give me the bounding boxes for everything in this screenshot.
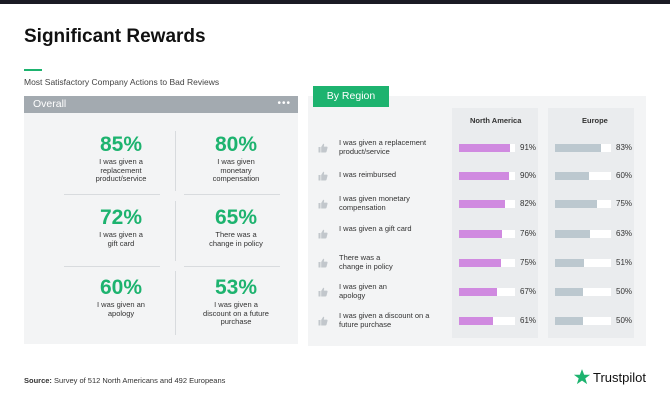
north-america-bar xyxy=(459,317,494,325)
region-row: I was given an apology xyxy=(312,279,642,305)
overall-header: Overall ••• xyxy=(24,96,298,113)
thumbs-up-icon xyxy=(318,229,328,239)
north-america-value-label: 61% xyxy=(520,316,537,325)
category-label: I was given a replacement product/servic… xyxy=(339,138,427,156)
stat-percent: 65% xyxy=(214,206,258,229)
stat-description: I was given an apology xyxy=(97,300,145,318)
divider xyxy=(175,201,176,261)
north-america-bar xyxy=(459,259,501,267)
thumbs-up-icon xyxy=(318,287,328,297)
europe-bar xyxy=(555,259,584,267)
region-row: I was given a gift card xyxy=(312,221,642,247)
category-label: I was given a discount on a future purch… xyxy=(339,311,430,329)
north-america-value-label: 75% xyxy=(520,258,537,267)
stat-percent: 72% xyxy=(99,206,143,229)
europe-value-label: 50% xyxy=(616,287,633,296)
europe-value-label: 83% xyxy=(616,143,633,152)
stat-description: I was given a replacement product/servic… xyxy=(95,157,147,184)
overall-stat: 80% I was given monetary compensation xyxy=(178,134,294,184)
category-label: I was given a gift card xyxy=(339,224,412,233)
overall-stat: 85% I was given a replacement product/se… xyxy=(63,134,179,184)
divider xyxy=(64,194,160,195)
thumbs-up-icon xyxy=(318,171,328,181)
stat-description: I was given a gift card xyxy=(99,230,143,248)
stat-percent: 80% xyxy=(214,133,258,156)
category-label: I was given monetary compensation xyxy=(339,194,410,212)
region-row: I was reimbursed xyxy=(312,163,642,189)
divider xyxy=(175,131,176,191)
region-row: I was given a discount on a future purch… xyxy=(312,308,642,334)
region-row: I was given a replacement product/servic… xyxy=(312,135,642,161)
north-america-bar xyxy=(459,172,510,180)
region-tab[interactable]: By Region xyxy=(313,86,389,107)
source-text: Survey of 512 North Americans and 492 Eu… xyxy=(51,376,226,385)
europe-bar xyxy=(555,144,602,152)
divider xyxy=(175,271,176,335)
north-america-bar xyxy=(459,288,497,296)
top-bar xyxy=(0,0,670,4)
europe-bar xyxy=(555,230,591,238)
source-label: Source: xyxy=(24,376,52,385)
thumbs-up-icon xyxy=(318,143,328,153)
column-header-europe: Europe xyxy=(582,116,608,125)
overall-header-label: Overall xyxy=(33,98,67,110)
thumbs-up-icon xyxy=(318,316,328,326)
north-america-bar xyxy=(459,230,502,238)
north-america-value-label: 76% xyxy=(520,229,537,238)
source-note: Source: Survey of 512 North Americans an… xyxy=(24,376,225,385)
category-label: I was reimbursed xyxy=(339,170,397,179)
north-america-bar xyxy=(459,200,505,208)
region-row: There was a change in policy xyxy=(312,250,642,276)
europe-value-label: 63% xyxy=(616,229,633,238)
stat-percent: 85% xyxy=(99,133,143,156)
north-america-value-label: 91% xyxy=(520,143,537,152)
europe-value-label: 60% xyxy=(616,171,633,180)
europe-bar xyxy=(555,172,589,180)
divider xyxy=(64,266,160,267)
stat-percent: 53% xyxy=(214,276,258,299)
europe-bar-track xyxy=(555,288,611,296)
overall-stat: 60% I was given an apology xyxy=(63,277,179,318)
divider xyxy=(184,194,280,195)
overall-stat: 72% I was given a gift card xyxy=(63,207,179,248)
europe-bar xyxy=(555,288,583,296)
more-options-icon[interactable]: ••• xyxy=(277,98,291,109)
stat-percent: 60% xyxy=(99,276,143,299)
north-america-value-label: 67% xyxy=(520,287,537,296)
brand-name: Trustpilot xyxy=(593,369,646,385)
category-label: There was a change in policy xyxy=(339,253,393,271)
europe-bar-track xyxy=(555,317,611,325)
category-label: I was given an apology xyxy=(339,282,387,300)
europe-value-label: 51% xyxy=(616,258,633,267)
column-header-north-america: North America xyxy=(470,116,522,125)
overall-stat: 65% There was a change in policy xyxy=(178,207,294,248)
thumbs-up-icon xyxy=(318,258,328,268)
europe-value-label: 50% xyxy=(616,316,633,325)
north-america-value-label: 82% xyxy=(520,199,537,208)
thumbs-up-icon xyxy=(318,199,328,209)
trustpilot-logo: Trustpilot xyxy=(573,368,646,386)
accent-line xyxy=(24,69,42,71)
region-row: I was given monetary compensation xyxy=(312,191,642,217)
stat-description: There was a change in policy xyxy=(209,230,263,248)
europe-bar xyxy=(555,200,597,208)
overall-panel: Overall ••• 85% I was given a replacemen… xyxy=(24,96,298,344)
subtitle: Most Satisfactory Company Actions to Bad… xyxy=(24,77,220,87)
overall-grid: 85% I was given a replacement product/se… xyxy=(24,113,298,344)
north-america-bar xyxy=(459,144,510,152)
divider xyxy=(184,266,280,267)
europe-value-label: 75% xyxy=(616,199,633,208)
north-america-value-label: 90% xyxy=(520,171,537,180)
overall-stat: 53% I was given a discount on a future p… xyxy=(178,277,294,327)
stat-description: I was given monetary compensation xyxy=(212,157,260,184)
europe-bar xyxy=(555,317,583,325)
star-icon xyxy=(573,369,591,385)
page-title: Significant Rewards xyxy=(24,26,206,47)
stat-description: I was given a discount on a future purch… xyxy=(203,300,269,327)
